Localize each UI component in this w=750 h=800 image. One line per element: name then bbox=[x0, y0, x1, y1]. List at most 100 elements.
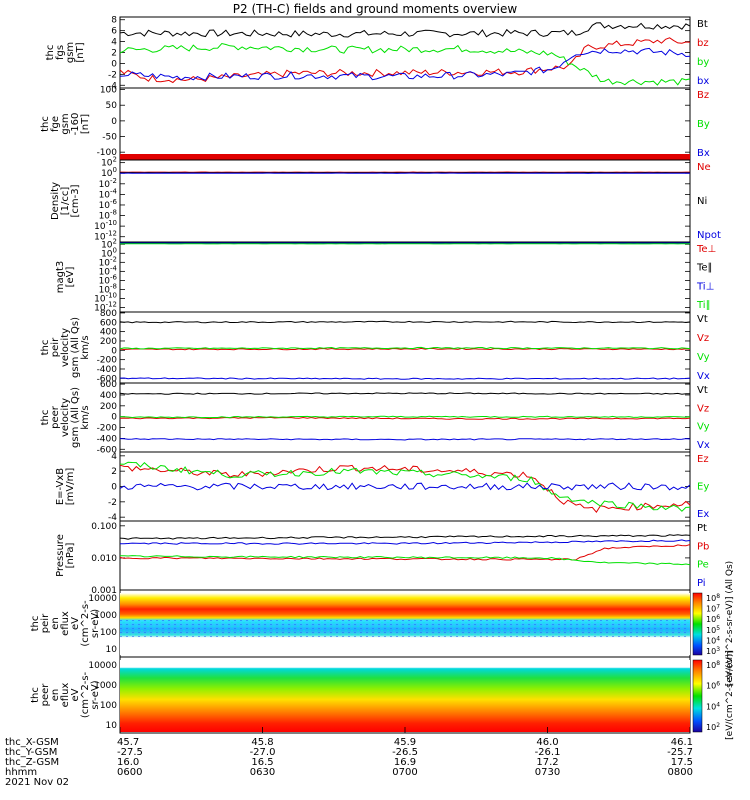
series-bx-line bbox=[119, 47, 691, 81]
colorbar-tick-label: 105 bbox=[706, 625, 720, 635]
y-axis-label: en bbox=[50, 689, 61, 702]
panel-8: Pressure [nPa] 0.100 0.010 0.001 Pt Pb Pe Pi bbox=[55, 520, 709, 596]
x-tick-label: 0800 bbox=[668, 767, 693, 778]
colorbar-tick-label: 108 bbox=[706, 593, 720, 603]
y-axis-label: peer bbox=[50, 405, 61, 429]
colorbar-tick-label: 102 bbox=[706, 722, 720, 732]
y-tick-label: 10-8 bbox=[99, 282, 117, 295]
y-axis-label: E=-VxB bbox=[55, 468, 66, 505]
series-pb-line bbox=[119, 544, 691, 561]
x-tick-label: 45.7 bbox=[117, 737, 139, 748]
series-bt-line bbox=[119, 22, 691, 38]
x-tick-label: 0730 bbox=[535, 767, 560, 778]
legend-pi: Pi bbox=[697, 578, 706, 589]
legend-pt: Pt bbox=[697, 523, 707, 534]
y-tick-label: 0 bbox=[111, 483, 117, 493]
y-axis-label: peir bbox=[50, 337, 61, 357]
y-tick-label: 0.001 bbox=[91, 586, 117, 596]
x-tick-label: 46.1 bbox=[671, 737, 693, 748]
series-by-line bbox=[119, 42, 691, 86]
x-tick-label: 45.9 bbox=[394, 737, 416, 748]
x-row-label: thc_X-GSM bbox=[5, 737, 59, 748]
colorbar-ion bbox=[692, 592, 703, 656]
y-axis-label: peer bbox=[40, 683, 51, 707]
x-row-label: thc_Z-GSM bbox=[5, 757, 59, 768]
x-tick-label: 17.5 bbox=[671, 757, 693, 768]
y-tick-label: 0 bbox=[111, 117, 117, 127]
y-axis-label: en bbox=[50, 617, 61, 630]
y-tick-label: -400 bbox=[97, 365, 118, 375]
y-tick-label: -50 bbox=[102, 133, 117, 143]
y-axis-label: [nT] bbox=[80, 114, 91, 134]
y-axis-label: gsm (All Qs) bbox=[70, 387, 81, 448]
y-tick-label: 0.010 bbox=[91, 554, 117, 564]
y-axis-label: gsm bbox=[60, 113, 71, 134]
legend-vt: Vt bbox=[697, 385, 708, 396]
y-tick-label: 10-6 bbox=[99, 273, 118, 286]
legend-ni: Ni bbox=[697, 196, 707, 207]
x-tick-label: 16.5 bbox=[251, 757, 273, 768]
colorbar-tick-label: 104 bbox=[706, 635, 720, 645]
y-tick-label: 10-2 bbox=[99, 177, 117, 190]
legend-by: By bbox=[697, 119, 710, 130]
y-axis-label: fge bbox=[50, 116, 61, 132]
y-tick-label: 800 bbox=[100, 309, 117, 319]
y-tick-label: 400 bbox=[100, 328, 117, 338]
y-tick-label: 100 bbox=[101, 246, 117, 259]
x-tick-label: -26.5 bbox=[392, 747, 418, 758]
y-tick-label: 0.100 bbox=[91, 522, 117, 532]
legend-ti: Ti⊥ bbox=[696, 281, 714, 292]
legend-te: Te⊥ bbox=[696, 244, 716, 255]
x-row-label: hhmm bbox=[5, 767, 37, 778]
x-tick-label: -27.0 bbox=[250, 747, 276, 758]
x-tick-label: 0630 bbox=[250, 767, 275, 778]
x-row-label: thc_Y-GSM bbox=[5, 747, 57, 758]
series-vx-line bbox=[119, 438, 691, 441]
y-tick-label: 10000 bbox=[88, 661, 117, 671]
y-axis-label: eflux bbox=[60, 611, 71, 636]
chart-title: P2 (TH-C) fields and ground moments over… bbox=[233, 2, 518, 16]
y-tick-label: 8 bbox=[111, 16, 117, 26]
y-tick-label: -400 bbox=[97, 434, 118, 444]
y-axis-label: [eV] bbox=[65, 267, 76, 288]
y-tick-label: 0 bbox=[111, 59, 117, 69]
y-tick-label: -2 bbox=[108, 70, 117, 80]
legend-bt: Bt bbox=[697, 19, 708, 30]
panel-7: E=-VxB [mV/m] 4 2 0 -2 -4 Ez Ey Ex bbox=[55, 451, 709, 523]
x-tick-label: 0600 bbox=[117, 767, 142, 778]
series-bz-line bbox=[119, 37, 691, 84]
legend-ex: Ex bbox=[697, 509, 709, 520]
legend-vz: Vz bbox=[697, 333, 709, 344]
y-tick-label: -4 bbox=[108, 513, 117, 523]
y-tick-label: 10 bbox=[106, 721, 118, 731]
y-axis-label: thc bbox=[30, 616, 41, 632]
y-axis-label: eV bbox=[70, 688, 81, 701]
y-tick-label: 0 bbox=[111, 346, 117, 356]
series-vy-line bbox=[119, 415, 691, 419]
y-tick-label: -200 bbox=[97, 424, 118, 434]
y-axis-label: sr-eV) bbox=[90, 680, 101, 709]
x-tick-label: 0700 bbox=[392, 767, 417, 778]
y-axis-label: velocity bbox=[60, 398, 71, 437]
y-axis-label: fgs bbox=[55, 45, 66, 60]
y-tick-label: 102 bbox=[101, 237, 117, 250]
legend-ez: Ez bbox=[697, 454, 709, 465]
y-tick-label: 600 bbox=[100, 318, 117, 328]
series-vx-line bbox=[119, 377, 691, 380]
series-pt-line bbox=[119, 534, 691, 540]
x-tick-label: 16.0 bbox=[117, 757, 139, 768]
y-tick-label: 4 bbox=[111, 452, 117, 462]
legend-ti: Ti∥ bbox=[696, 300, 711, 311]
y-axis-label: [nT] bbox=[75, 42, 86, 62]
series-vt-line bbox=[119, 320, 691, 324]
colorbar-electron bbox=[692, 659, 703, 733]
y-axis-label: thc bbox=[45, 45, 56, 61]
y-tick-label: 10-12 bbox=[94, 300, 117, 313]
colorbar-label: [eV/(cm^2-s-sr-eV)] (All Qs) bbox=[725, 561, 735, 686]
x-tick-label: 16.9 bbox=[394, 757, 416, 768]
y-axis-label: km/s bbox=[80, 405, 91, 429]
x-tick-label: 46.0 bbox=[536, 737, 558, 748]
y-axis-label: peir bbox=[40, 613, 51, 633]
